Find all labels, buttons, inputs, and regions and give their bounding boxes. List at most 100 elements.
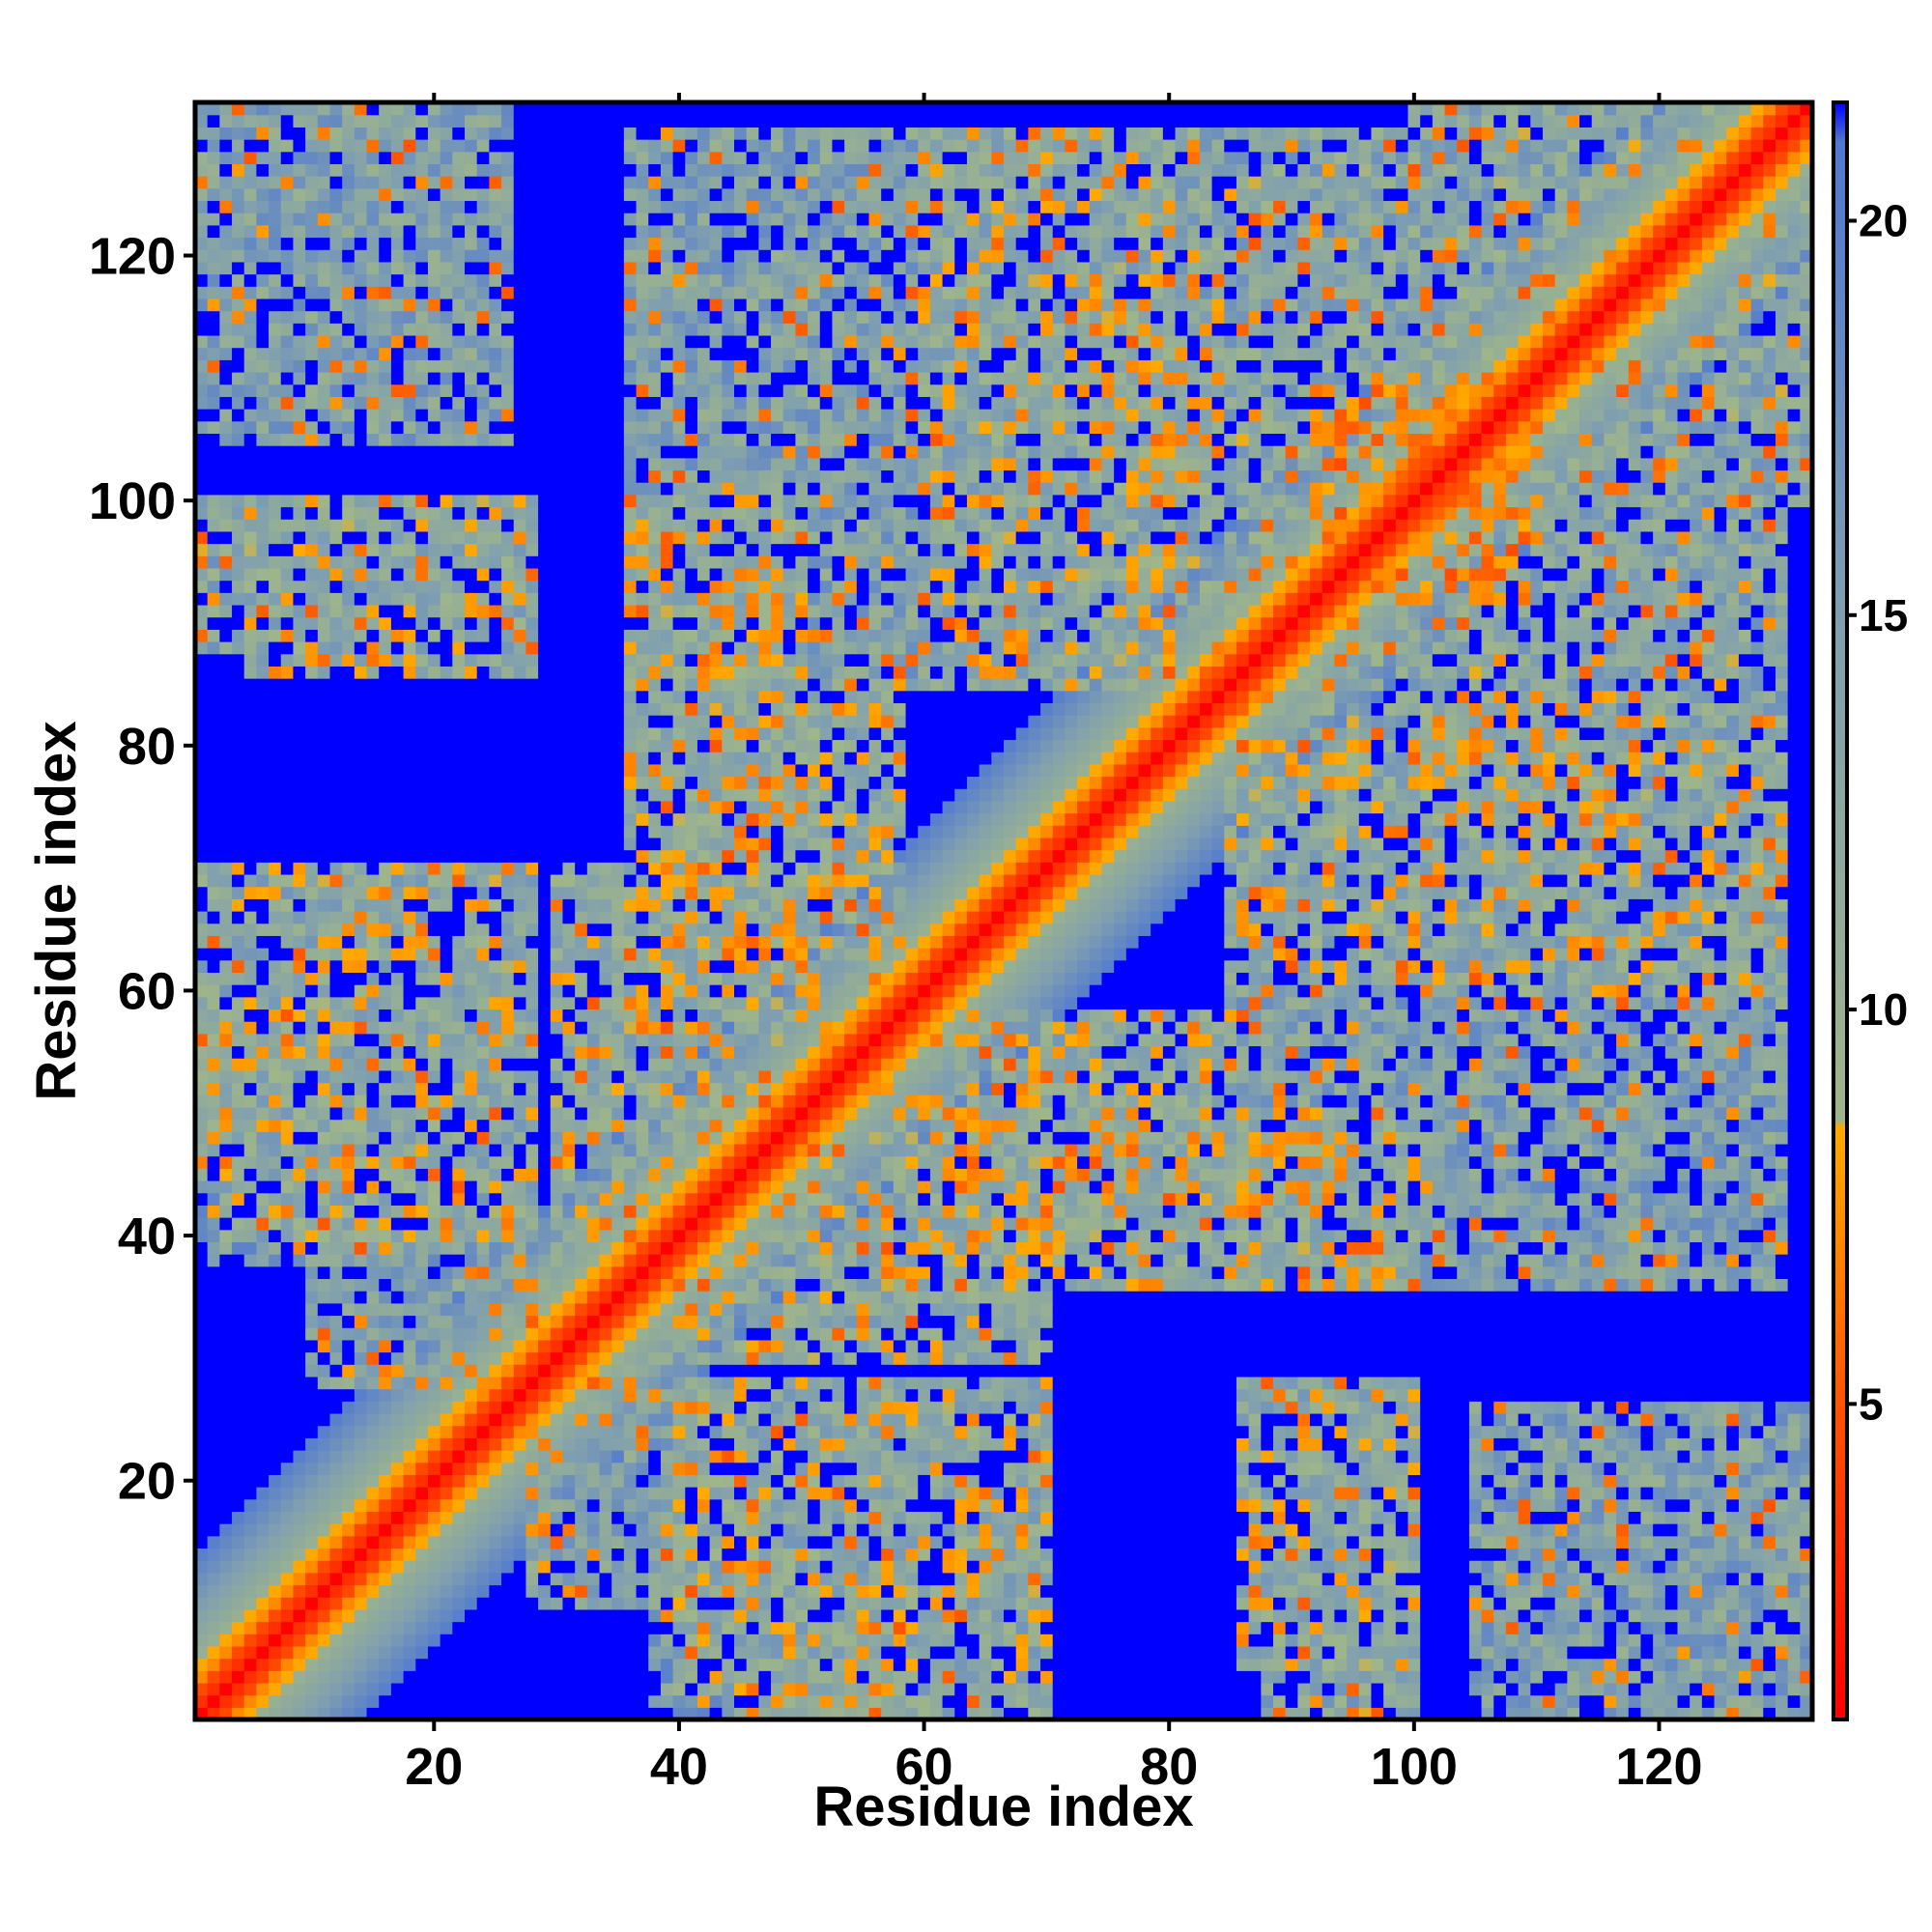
heatmap-cell (636, 1315, 649, 1328)
heatmap-cell (1248, 1425, 1262, 1438)
heatmap-cell (586, 1339, 601, 1353)
heatmap-cell (293, 1498, 306, 1513)
heatmap-cell (366, 1572, 380, 1586)
heatmap-cell (1151, 1597, 1164, 1610)
heatmap-cell (550, 1608, 564, 1623)
heatmap-cell (1579, 1437, 1593, 1451)
heatmap-cell (1138, 1694, 1151, 1708)
heatmap-cell (979, 1608, 992, 1623)
heatmap-cell (1273, 1645, 1287, 1660)
heatmap-cell (648, 1682, 662, 1696)
heatmap-cell (562, 1548, 576, 1561)
heatmap-cell (1591, 1437, 1605, 1451)
heatmap-cell (1420, 1511, 1434, 1524)
heatmap-cell (1015, 1364, 1029, 1378)
heatmap-cell (1261, 1364, 1274, 1378)
heatmap-cell (415, 1694, 429, 1708)
heatmap-cell (427, 1425, 441, 1438)
heatmap-cell (1518, 1302, 1531, 1317)
heatmap-cell (1677, 1608, 1690, 1623)
heatmap-cell (390, 1437, 405, 1451)
heatmap-cell (1175, 1694, 1188, 1708)
heatmap-cell (232, 1425, 245, 1438)
heatmap-cell (1640, 1315, 1654, 1328)
heatmap-cell (1432, 1560, 1446, 1574)
heatmap-cell (1775, 1498, 1789, 1513)
heatmap-cell (1358, 1523, 1373, 1537)
heatmap-cell (979, 1548, 992, 1561)
heatmap-cell (1690, 1278, 1703, 1292)
heatmap-cell (1726, 1548, 1740, 1561)
heatmap-cell (1616, 1474, 1630, 1488)
heatmap-cell (1775, 1462, 1789, 1475)
heatmap-cell (243, 1351, 258, 1365)
heatmap-cell (575, 1560, 588, 1574)
heatmap-cell (538, 1291, 552, 1304)
heatmap-cell (415, 1511, 429, 1524)
heatmap-cell (1211, 1597, 1225, 1610)
heatmap-cell (1347, 1327, 1360, 1341)
heatmap-cell (1052, 1645, 1066, 1660)
heatmap-cell (868, 1401, 882, 1414)
heatmap-cell (1273, 1597, 1287, 1610)
heatmap-cell (1162, 1498, 1177, 1513)
heatmap-cell (1444, 1437, 1458, 1451)
heatmap-cell (329, 1401, 343, 1414)
heatmap-cell (1162, 1376, 1177, 1390)
heatmap-cell (476, 1376, 490, 1390)
heatmap-cell (1444, 1315, 1458, 1328)
heatmap-cell (672, 1658, 686, 1671)
heatmap-cell (1395, 1670, 1409, 1684)
heatmap-cell (465, 1291, 478, 1304)
heatmap-cell (1714, 1474, 1727, 1488)
heatmap-cell (329, 1682, 343, 1696)
heatmap-cell (390, 1670, 405, 1684)
heatmap-cell (1310, 1498, 1323, 1513)
heatmap-cell (1101, 1634, 1115, 1647)
heatmap-cell (1726, 1425, 1740, 1438)
heatmap-cell (489, 1437, 502, 1451)
heatmap-cell (1457, 1265, 1470, 1280)
heatmap-cell (1457, 1694, 1470, 1708)
heatmap-cell (1040, 1351, 1054, 1365)
heatmap-cell (489, 1645, 502, 1660)
heatmap-cell (1383, 1694, 1397, 1708)
heatmap-cell (1763, 1584, 1776, 1598)
heatmap-cell (685, 1265, 698, 1280)
heatmap-cell (1701, 1462, 1716, 1475)
heatmap-cell (696, 1437, 711, 1451)
heatmap-cell (954, 1608, 968, 1623)
heatmap-cell (1653, 1682, 1666, 1696)
heatmap-cell (954, 1437, 968, 1451)
heatmap-cell (1628, 1645, 1642, 1660)
heatmap-cell (623, 1474, 638, 1488)
heatmap-cell (1015, 1412, 1029, 1427)
heatmap-cell (1604, 1437, 1617, 1451)
heatmap-cell (1432, 1584, 1446, 1598)
heatmap-cell (734, 1548, 748, 1561)
heatmap-cell (918, 1278, 931, 1292)
heatmap-cell (1199, 1291, 1213, 1304)
heatmap-cell (1015, 1634, 1029, 1647)
heatmap-cell (868, 1670, 882, 1684)
heatmap-cell (1677, 1388, 1690, 1402)
heatmap-cell (1015, 1682, 1029, 1696)
heatmap-cell (1750, 1291, 1764, 1304)
heatmap-cell (1481, 1621, 1494, 1634)
heatmap-cell (538, 1487, 552, 1500)
heatmap-cell (1690, 1645, 1703, 1660)
heatmap-cell (808, 1608, 821, 1623)
heatmap-cell (1530, 1670, 1544, 1684)
heatmap-cell (489, 1621, 502, 1634)
heatmap-cell (636, 1487, 649, 1500)
heatmap-cell (1347, 1560, 1360, 1574)
heatmap-cell (893, 1278, 907, 1292)
heatmap-cell (611, 1682, 625, 1696)
heatmap-cell (1664, 1450, 1679, 1463)
heatmap-cell (1591, 1302, 1605, 1317)
heatmap-cell (1518, 1535, 1531, 1549)
heatmap-cell (243, 1560, 258, 1574)
heatmap-cell (1065, 1351, 1078, 1365)
heatmap-cell (746, 1351, 759, 1365)
heatmap-cell (1604, 1621, 1617, 1634)
